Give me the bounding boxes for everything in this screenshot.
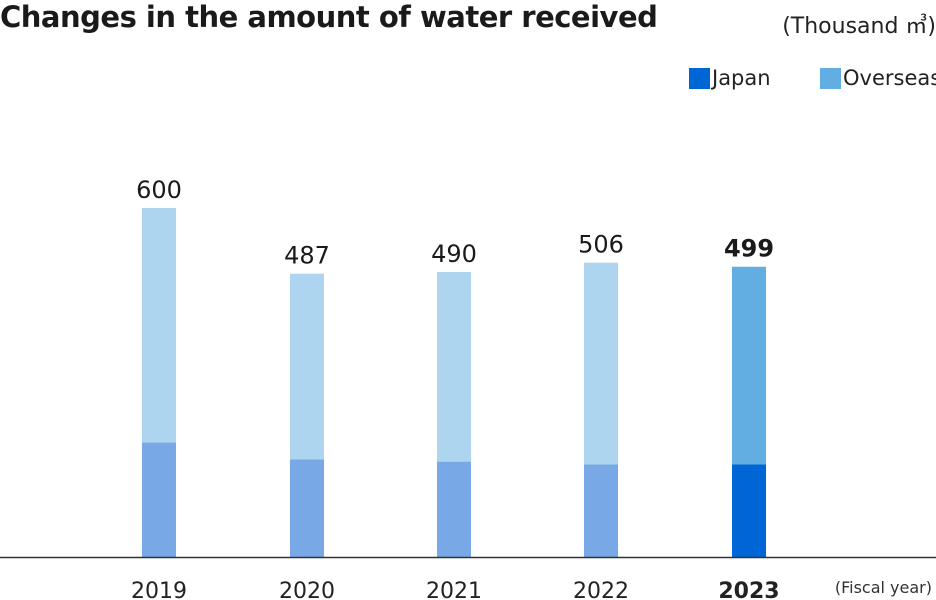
bar-japan-2019 [142,442,176,557]
x-tick-label-2019: 2019 [131,579,187,600]
x-tick-label-2022: 2022 [573,579,629,600]
bar-overseas-2021 [437,271,471,462]
data-label-2022: 506 [578,231,624,259]
unit-label: (Thousand ㎥) [782,14,936,39]
legend-label-overseas: Overseas [843,66,936,90]
data-label-2021: 490 [431,240,477,268]
x-tick-label-2020: 2020 [279,579,335,600]
data-label-2023: 499 [724,235,774,263]
legend-swatch-overseas [820,67,841,89]
legend-swatch-japan [689,67,710,89]
legend-item-japan: Japan [689,66,771,90]
bar-overseas-2023 [732,266,766,465]
bar-japan-2023 [732,464,766,557]
data-label-2020: 487 [284,242,330,270]
legend-label-japan: Japan [712,66,771,90]
x-tick-label-2023: 2023 [718,579,779,600]
bar-japan-2022 [584,464,618,557]
bar-overseas-2019 [142,208,176,443]
data-label-2019: 600 [136,176,182,204]
bar-overseas-2020 [290,273,324,460]
x-tick-label-2021: 2021 [426,579,482,600]
chart-title: Changes in the amount of water received [0,0,658,34]
bar-overseas-2022 [584,262,618,465]
x-axis-label: (Fiscal year) [835,578,932,597]
bar-japan-2020 [290,459,324,557]
legend-item-overseas: Overseas [820,66,936,90]
bar-japan-2021 [437,461,471,557]
